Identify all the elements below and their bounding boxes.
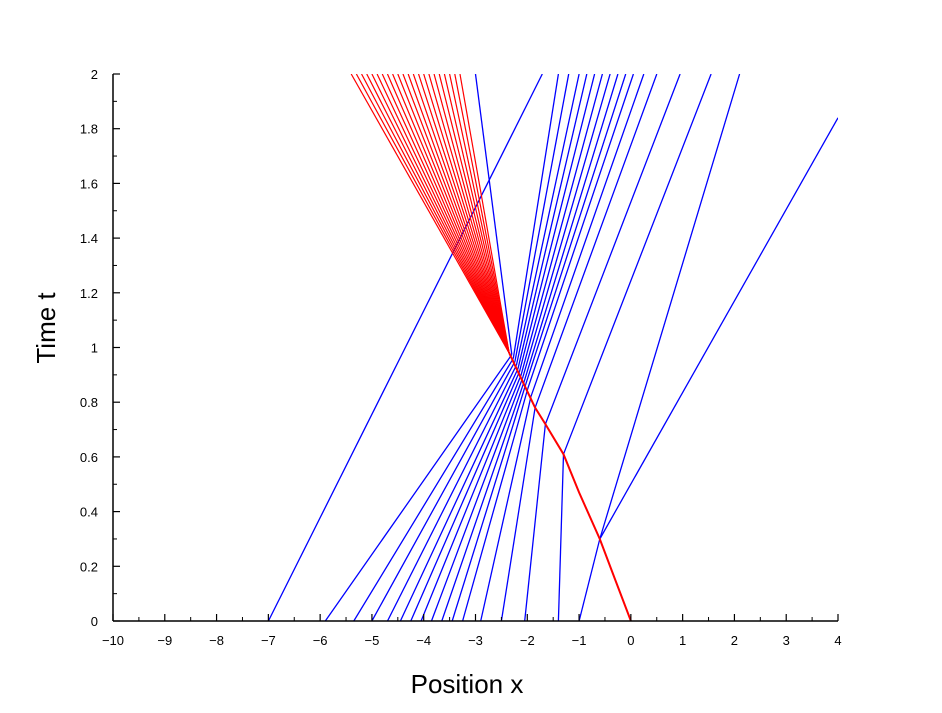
characteristic-line-30 xyxy=(534,74,658,408)
characteristic-line-2 xyxy=(324,354,513,621)
shock-fan-line-8 xyxy=(386,74,510,354)
shock-fan-line-11 xyxy=(402,74,510,354)
characteristic-line-13 xyxy=(480,396,532,621)
characteristic-line-10 xyxy=(441,381,525,621)
characteristic-line-12 xyxy=(461,388,529,621)
shock-fan-line-7 xyxy=(381,74,510,354)
shock-fan-line-9 xyxy=(392,74,510,354)
characteristic-line-6 xyxy=(399,368,519,621)
shock-fan-line-22 xyxy=(459,74,510,354)
shock-curve xyxy=(508,352,632,621)
y-tick-label: 0 xyxy=(91,614,98,629)
shock-fan-line-16 xyxy=(428,74,510,354)
chart-marks xyxy=(267,74,838,621)
y-tick-label: 1 xyxy=(91,341,98,356)
y-tick-label: 1.4 xyxy=(80,231,98,246)
characteristic-line-1 xyxy=(267,74,543,621)
shock-fan-line-18 xyxy=(438,74,510,354)
shock-fan-line-21 xyxy=(454,74,510,354)
characteristic-line-14 xyxy=(500,407,536,621)
characteristic-line-11 xyxy=(451,384,527,621)
shock-fan-line-13 xyxy=(412,74,510,354)
shock-fan-line-20 xyxy=(449,74,510,354)
characteristic-line-32 xyxy=(562,74,712,455)
x-tick-label: −8 xyxy=(209,633,224,648)
characteristic-line-27 xyxy=(525,74,627,385)
x-tick-label: −1 xyxy=(572,633,587,648)
y-tick-label: 0.2 xyxy=(80,559,98,574)
x-tick-label: −7 xyxy=(261,633,276,648)
x-tick-label: −6 xyxy=(313,633,328,648)
shock-fan-line-1 xyxy=(350,74,510,354)
x-axis-title: Position x xyxy=(411,669,524,699)
characteristic-line-3 xyxy=(353,358,514,621)
y-tick-label: 1.6 xyxy=(80,176,98,191)
shock-fan-line-14 xyxy=(417,74,510,354)
y-axis-title: Time t xyxy=(31,292,61,364)
shock-fan-line-2 xyxy=(355,74,510,354)
characteristic-line-5 xyxy=(386,365,517,621)
y-tick-label: 0.6 xyxy=(80,450,98,465)
characteristic-line-19 xyxy=(512,74,560,359)
characteristic-line-25 xyxy=(521,74,611,379)
characteristic-line-7 xyxy=(410,371,521,621)
x-tick-label: −3 xyxy=(468,633,483,648)
y-tick-label: 2 xyxy=(91,67,98,82)
shock-fan-line-19 xyxy=(443,74,510,354)
x-tick-label: 0 xyxy=(627,633,634,648)
characteristic-line-21 xyxy=(515,74,580,366)
characteristic-line-29 xyxy=(530,74,645,397)
characteristic-line-17 xyxy=(578,538,601,621)
characteristic-line-22 xyxy=(517,74,588,369)
x-tick-label: −10 xyxy=(102,633,124,648)
shock-fan-line-5 xyxy=(371,74,510,354)
characteristic-line-26 xyxy=(523,74,619,382)
x-tick-label: 3 xyxy=(783,633,790,648)
shock-fan-line-10 xyxy=(397,74,510,354)
characteristic-line-28 xyxy=(527,74,635,389)
x-tick-label: −5 xyxy=(365,633,380,648)
characteristic-line-9 xyxy=(430,377,524,621)
characteristic-line-8 xyxy=(420,374,522,621)
shock-fan-line-15 xyxy=(423,74,510,354)
x-tick-label: −9 xyxy=(157,633,172,648)
x-tick-label: −4 xyxy=(416,633,431,648)
shock-fan-line-6 xyxy=(376,74,510,354)
x-tick-label: 4 xyxy=(834,633,841,648)
shock-fan-line-3 xyxy=(361,74,510,354)
y-tick-label: 1.8 xyxy=(80,122,98,137)
y-tick-label: 0.4 xyxy=(80,505,98,520)
characteristic-line-23 xyxy=(518,74,596,372)
characteristic-line-20 xyxy=(514,74,570,362)
characteristic-line-4 xyxy=(371,361,516,621)
characteristic-line-34 xyxy=(599,117,838,540)
chart-axes: −10 −9 −8 −7 −6 −5 −4 −3 −2 −1 0 1 2 3 400.20.40.60.81… xyxy=(80,67,842,648)
characteristic-line-15 xyxy=(524,424,547,621)
x-tick-label: 1 xyxy=(679,633,686,648)
shock-fan-line-17 xyxy=(433,74,510,354)
characteristic-line-31 xyxy=(544,74,681,425)
characteristic-line-33 xyxy=(599,74,741,540)
y-tick-label: 1.2 xyxy=(80,286,98,301)
characteristic-line-24 xyxy=(520,74,604,376)
x-tick-label: −2 xyxy=(520,633,535,648)
characteristic-line-18 xyxy=(474,74,513,355)
shock-fan-line-4 xyxy=(366,74,510,354)
shock-fan-line-12 xyxy=(407,74,510,354)
x-tick-label: 2 xyxy=(731,633,738,648)
characteristic-line-16 xyxy=(557,454,565,621)
chart-labels: Position x Time t xyxy=(31,292,523,699)
y-tick-label: 0.8 xyxy=(80,395,98,410)
